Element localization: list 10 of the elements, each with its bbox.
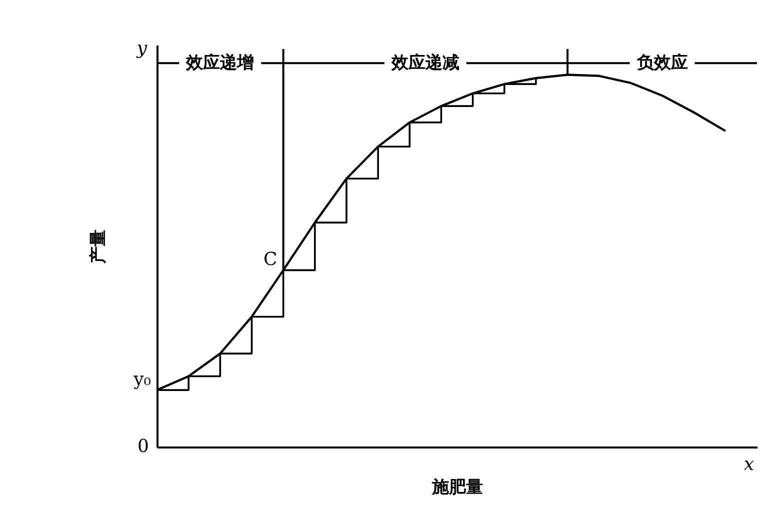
- y-axis-title: 产量: [88, 230, 108, 264]
- annotation: C: [264, 249, 278, 270]
- x-axis-title: 施肥量: [431, 478, 483, 498]
- text: 负效应: [636, 53, 688, 74]
- text: x: [744, 454, 754, 475]
- text: y: [136, 38, 148, 60]
- text: 效应递减: [390, 53, 460, 74]
- text: 效应递增: [185, 53, 254, 74]
- text: 0: [138, 436, 149, 457]
- text: y₀: [132, 369, 151, 390]
